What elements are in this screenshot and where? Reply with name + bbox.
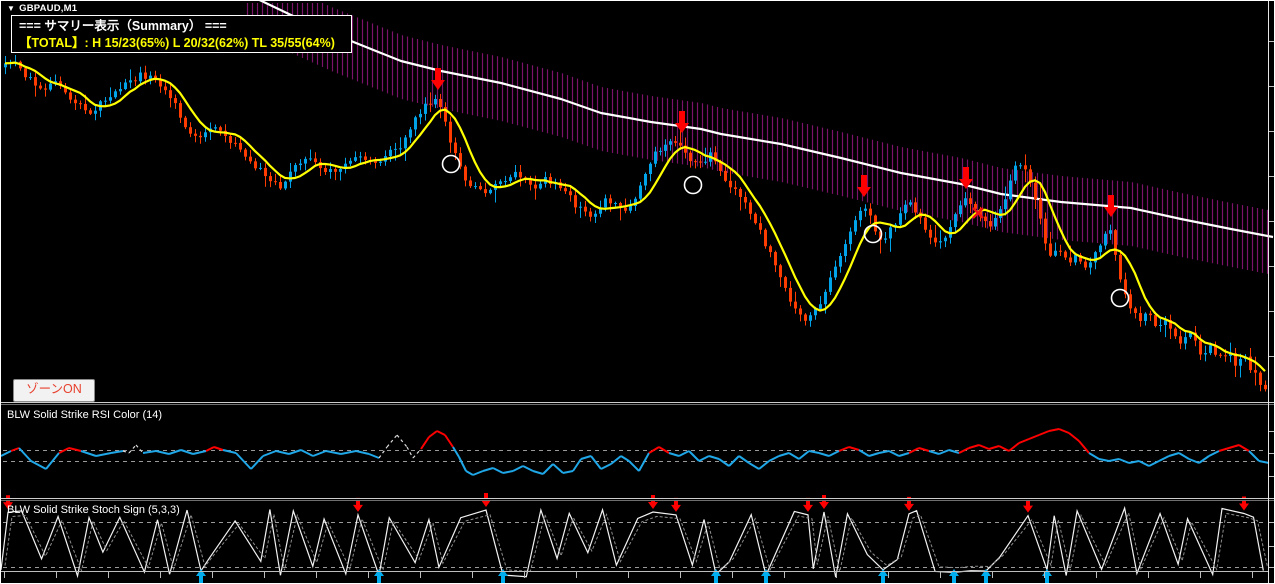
stoch-sell-arrow-icon [803,497,813,512]
stoch-sell-arrow-icon [1239,496,1249,511]
stoch-buy-arrow-icon [374,569,384,583]
sell-arrow-icon [857,175,871,197]
summary-title: === サマリー表示（Summary） === [19,19,227,33]
summary-box: === サマリー表示（Summary） === 【TOTAL】: H 15/23… [11,15,352,53]
main-signals [431,68,1130,308]
pane-separator-rsi-stoch[interactable] [1,498,1274,501]
stoch-indicator-label: BLW Solid Strike Stoch Sign (5,3,3) [7,504,180,516]
stoch-buy-arrow-icon [711,569,721,583]
summary-total: 【TOTAL】: H 15/23(65%) L 20/32(62%) TL 35… [19,36,335,50]
loss-x-marker [972,207,984,219]
stoch-buy-arrow-icon [878,569,888,583]
stoch-pane[interactable] [1,502,1268,571]
sell-arrow-icon [959,167,973,189]
main-chart-pane[interactable] [1,1,1268,402]
stoch-buy-arrow-icon [761,569,771,583]
stoch-sell-arrow-icon [671,497,681,512]
axis-ticks [4,41,1274,578]
stoch-buy-arrow-icon [981,569,991,583]
stoch-sell-arrow-icon [1023,498,1033,513]
pane-separator-main-rsi[interactable] [1,402,1274,405]
rsi-plot [1,428,1270,476]
stoch-buy-arrow-icon [949,569,959,583]
sell-arrow-icon [431,68,445,90]
sell-arrow-icon [675,111,689,133]
stoch-sell-arrow-icon [904,496,914,511]
stoch-sell-arrow-icon [648,495,658,510]
chevron-down-icon[interactable]: ▼ [7,3,16,13]
stoch-main-line [1,505,1264,579]
rsi-pane[interactable] [1,406,1268,498]
exit-circle-marker [683,175,703,195]
stoch-plot [1,493,1268,583]
rsi-indicator-label: BLW Solid Strike RSI Color (14) [7,409,163,421]
price-scale[interactable] [1268,1,1274,583]
exit-circle-marker [1110,288,1130,308]
sell-arrow-icon [1104,195,1118,217]
yellow-ma [4,61,1266,372]
stoch-sell-arrow-icon [353,497,363,512]
stoch-sell-arrow-icon [819,494,829,509]
exit-circle-marker [441,154,461,174]
white-ma-line [259,1,1274,239]
stoch-buy-arrow-icon [196,569,206,583]
symbol-title: ▼ GBPAUD,M1 [7,3,77,14]
white-ma [259,1,1274,239]
symbol-label: GBPAUD,M1 [19,3,78,14]
zone-on-button[interactable]: ゾーンON [13,379,95,402]
stoch-buy-arrow-icon [498,569,508,583]
stoch-signal-line [4,511,1268,573]
yellow-ma-line [4,61,1266,372]
exit-circle-marker [863,224,883,244]
time-axis[interactable] [1,571,1268,583]
stoch-sell-arrow-icon [3,495,13,510]
